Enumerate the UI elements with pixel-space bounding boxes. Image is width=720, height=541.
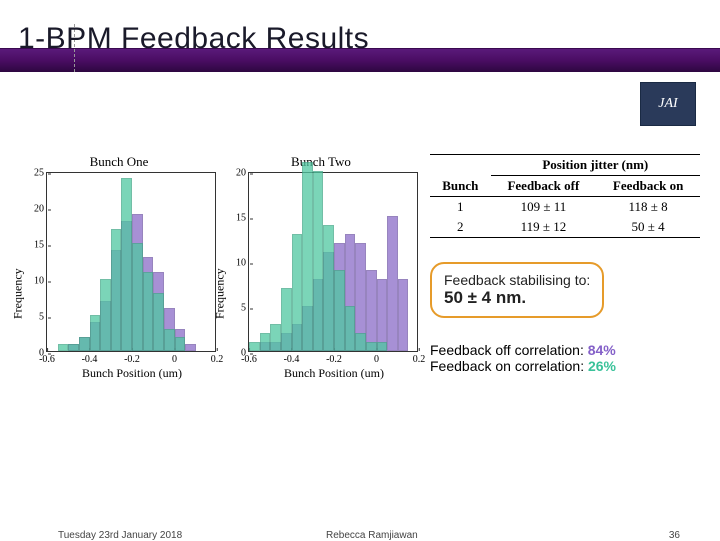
histogram-bar <box>260 333 271 351</box>
histogram-bar <box>249 342 260 351</box>
corr-off-pct: 84% <box>588 342 616 358</box>
histogram-bar <box>313 171 324 351</box>
histogram-bar <box>164 329 175 351</box>
histogram-bar <box>185 344 196 351</box>
chart-bunch-two: Bunch Two Frequency 05101520-0.6-0.4-0.2… <box>222 154 420 484</box>
charts-panel: Bunch One Frequency 0510152025-0.6-0.4-0… <box>20 154 420 484</box>
histogram-bar <box>323 225 334 351</box>
histogram-bar <box>334 270 345 351</box>
histogram-bar <box>111 229 122 351</box>
footer-author: Rebecca Ramjiawan <box>326 530 418 541</box>
histogram-bar <box>143 272 154 351</box>
footer-page: 36 <box>669 530 680 541</box>
page-title: 1-BPM Feedback Results <box>18 22 369 56</box>
table-cell: 1 <box>430 197 491 218</box>
table-cell: 2 <box>430 217 491 238</box>
histogram-bar <box>377 279 388 351</box>
x-axis-label: Bunch Position (um) <box>248 366 420 381</box>
histogram-bar <box>121 178 132 351</box>
table-col-on: Feedback on <box>596 176 700 197</box>
callout-value: 50 ± 4 nm. <box>444 288 590 308</box>
table-col-bunch: Bunch <box>430 176 491 197</box>
histogram-bar <box>79 337 90 351</box>
histogram-bar <box>345 306 356 351</box>
table-cell: 109 ± 11 <box>491 197 597 218</box>
footer-date: Tuesday 23rd January 2018 <box>58 530 182 541</box>
content-area: Bunch One Frequency 0510152025-0.6-0.4-0… <box>20 154 700 484</box>
histogram-plot: 05101520-0.6-0.4-0.200.2 <box>248 172 418 352</box>
corr-off-line: Feedback off correlation: 84% <box>430 342 700 358</box>
chart-bunch-one: Bunch One Frequency 0510152025-0.6-0.4-0… <box>20 154 218 484</box>
y-axis-label: Frequency <box>213 268 228 319</box>
histogram-bar <box>58 344 69 351</box>
slide-header: 1-BPM Feedback Results <box>0 0 720 72</box>
corr-on-line: Feedback on correlation: 26% <box>430 358 700 374</box>
chart-title: Bunch One <box>20 154 218 170</box>
histogram-bar <box>366 270 377 351</box>
histogram-bar <box>100 279 111 351</box>
logo-text: JAI <box>658 96 677 112</box>
jitter-table: Position jitter (nm) Bunch Feedback off … <box>430 154 700 238</box>
table-col-off: Feedback off <box>491 176 597 197</box>
histogram-bar <box>153 293 164 351</box>
histogram-bar <box>281 288 292 351</box>
stabilising-callout: Feedback stabilising to: 50 ± 4 nm. <box>430 262 604 318</box>
histogram-bar <box>387 216 398 351</box>
histogram-bar <box>270 324 281 351</box>
callout-label: Feedback stabilising to: <box>444 272 590 288</box>
histogram-bar <box>292 234 303 351</box>
histogram-bar <box>132 243 143 351</box>
histogram-bar <box>366 342 377 351</box>
table-cell: 118 ± 8 <box>596 197 700 218</box>
histogram-bar <box>377 342 388 351</box>
histogram-bar <box>90 315 101 351</box>
histogram-bar <box>302 162 313 351</box>
jai-logo: JAI <box>640 82 696 126</box>
histogram-bar <box>355 333 366 351</box>
corr-on-pct: 26% <box>588 358 616 374</box>
x-axis-label: Bunch Position (um) <box>46 366 218 381</box>
histogram-bar <box>175 337 186 351</box>
correlation-block: Feedback off correlation: 84% Feedback o… <box>430 342 700 374</box>
table-col-group: Position jitter (nm) <box>491 155 700 176</box>
table-cell: 50 ± 4 <box>596 217 700 238</box>
histogram-bar <box>68 344 79 351</box>
chart-title: Bunch Two <box>222 154 420 170</box>
histogram-plot: 0510152025-0.6-0.4-0.200.2 <box>46 172 216 352</box>
histogram-bar <box>398 279 409 351</box>
results-panel: Position jitter (nm) Bunch Feedback off … <box>420 154 700 484</box>
table-cell: 119 ± 12 <box>491 217 597 238</box>
y-axis-label: Frequency <box>11 268 26 319</box>
